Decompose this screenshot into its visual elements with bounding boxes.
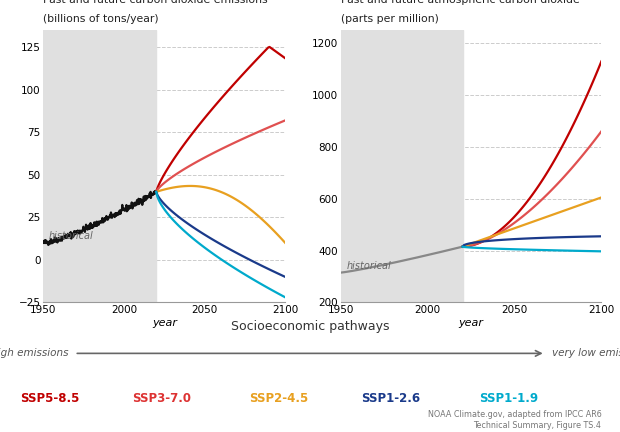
- Text: very low emissions: very low emissions: [552, 348, 620, 359]
- Text: Socioeconomic pathways: Socioeconomic pathways: [231, 320, 389, 333]
- Text: NOAA Climate.gov, adapted from IPCC AR6
Technical Summary, Figure TS.4: NOAA Climate.gov, adapted from IPCC AR6 …: [428, 410, 601, 429]
- Text: (parts per million): (parts per million): [341, 14, 439, 24]
- Bar: [341, 30, 463, 302]
- X-axis label: year: year: [152, 318, 177, 328]
- X-axis label: year: year: [459, 318, 484, 328]
- Text: very high emissions: very high emissions: [0, 348, 68, 359]
- Bar: [43, 30, 156, 302]
- Text: historical: historical: [48, 232, 93, 241]
- Text: SSP1-2.6: SSP1-2.6: [361, 392, 420, 405]
- Text: (billions of tons/year): (billions of tons/year): [43, 14, 159, 24]
- Text: historical: historical: [346, 260, 391, 271]
- Text: Past and future atmospheric carbon dioxide: Past and future atmospheric carbon dioxi…: [341, 0, 580, 5]
- Text: Past and future carbon dioxide emissions: Past and future carbon dioxide emissions: [43, 0, 268, 5]
- Text: SSP3-7.0: SSP3-7.0: [131, 392, 191, 405]
- Text: SSP5-8.5: SSP5-8.5: [20, 392, 79, 405]
- Text: SSP2-4.5: SSP2-4.5: [249, 392, 309, 405]
- Text: SSP1-1.9: SSP1-1.9: [479, 392, 538, 405]
